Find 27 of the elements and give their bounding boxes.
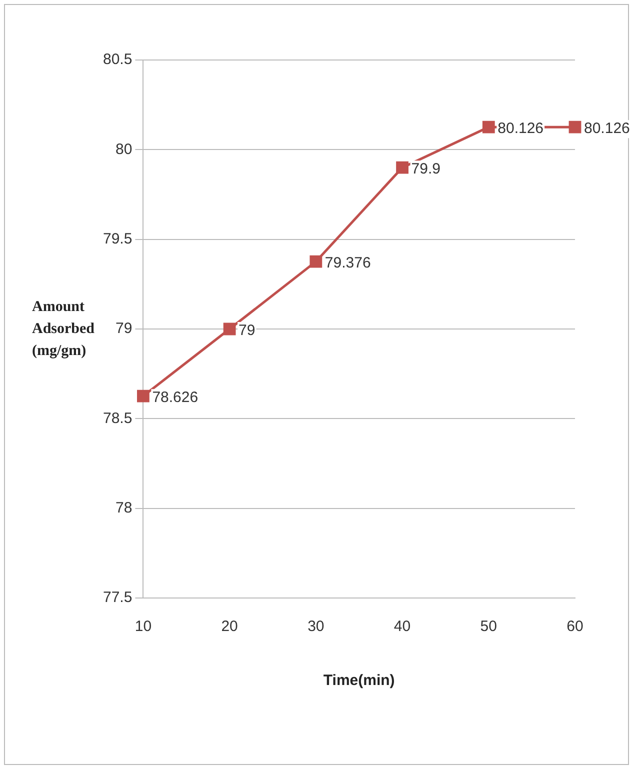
data-label: 80.126 [498,120,544,138]
x-tick-label: 50 [480,618,497,636]
x-tick-label: 10 [134,618,152,636]
data-label: 78.626 [152,389,198,406]
point [396,161,408,174]
x-axis-title: Time(min) [323,672,395,690]
data-label: 79.9 [411,160,440,178]
y-tick-label: 78.5 [102,410,132,427]
point [136,390,150,402]
point [223,322,236,336]
y-tick-label: 79 [116,320,132,338]
y-tick-label: 80.5 [102,51,132,68]
point [310,255,322,268]
x-tick-label: 20 [221,618,238,636]
data-label: 79 [238,322,256,340]
x-tick-label: 60 [566,618,584,636]
data-label: 80.126 [584,120,630,138]
data-label: 79.376 [324,254,371,272]
point [568,120,582,134]
y-tick-label: 79.5 [102,230,132,248]
y-tick-label: 80 [116,140,132,158]
y-axis-title: Amount Adsorbed (mg/gm) [32,298,96,359]
x-tick-label: 40 [394,618,411,636]
x-tick-label: 30 [308,618,324,636]
y-tick-label: 77.5 [102,589,132,606]
y-tick-label: 78 [116,499,132,516]
point [482,120,495,134]
